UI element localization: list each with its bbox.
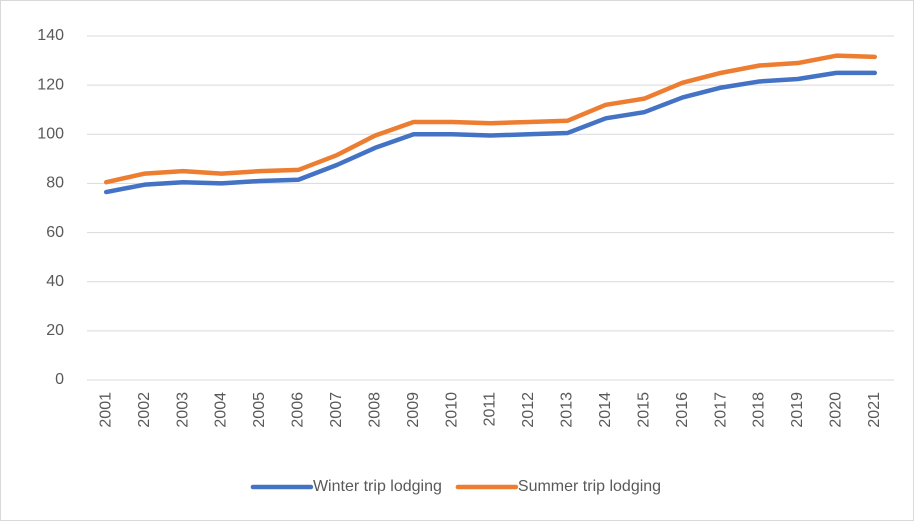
y-tick-label: 100 [37, 126, 64, 143]
series-line [103, 53, 878, 185]
x-tick-label: 2019 [789, 392, 806, 428]
x-tick-label: 2001 [97, 392, 114, 428]
x-tick-label: 2018 [751, 392, 768, 428]
x-tick-label: 2006 [290, 392, 307, 428]
x-tick-label: 2008 [366, 392, 383, 428]
x-tick-label: 2021 [866, 392, 883, 428]
x-tick-label: 2003 [174, 392, 191, 428]
x-tick-label: 2002 [136, 392, 153, 428]
x-tick-label: 2015 [635, 392, 652, 428]
x-tick-label: 2010 [443, 392, 460, 428]
y-tick-label: 120 [37, 76, 64, 93]
x-tick-label: 2016 [674, 392, 691, 428]
x-tick-label: 2013 [559, 392, 576, 428]
y-tick-label: 40 [46, 273, 64, 290]
y-tick-label: 0 [55, 371, 64, 388]
x-tick-label: 2004 [213, 392, 230, 428]
y-tick-label: 60 [46, 224, 64, 241]
x-tick-label: 2012 [520, 392, 537, 428]
x-tick-label: 2017 [712, 392, 729, 428]
y-tick-label: 20 [46, 322, 64, 339]
y-tick-label: 80 [46, 175, 64, 192]
x-tick-label: 2014 [597, 392, 614, 428]
legend-label: Winter trip lodging [313, 478, 442, 495]
legend-label: Summer trip lodging [518, 478, 661, 495]
x-tick-label: 2005 [251, 392, 268, 428]
x-tick-label: 2020 [828, 392, 845, 428]
series-line [103, 70, 878, 195]
x-tick-label: 2011 [482, 392, 499, 427]
x-tick-label: 2007 [328, 392, 345, 428]
x-tick-label: 2009 [405, 392, 422, 428]
y-tick-label: 140 [37, 27, 64, 44]
